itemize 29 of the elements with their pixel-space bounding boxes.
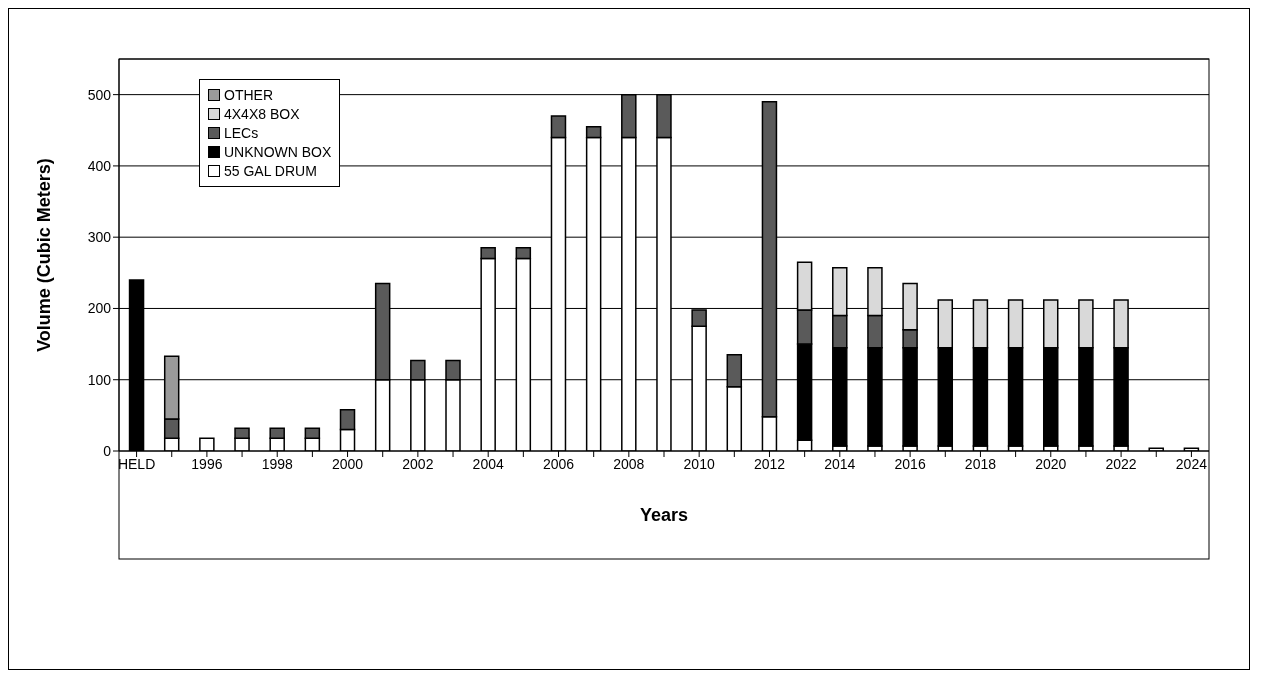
x-tick-label: 2000 bbox=[331, 455, 364, 472]
x-tick-label: 1996 bbox=[191, 455, 223, 472]
x-tick-label: 2006 bbox=[542, 455, 575, 472]
y-tick-label: 100 bbox=[87, 371, 112, 388]
x-tick-label: 1998 bbox=[261, 455, 294, 472]
x-tick-label: HELD bbox=[117, 455, 156, 472]
x-axis-title: Years bbox=[639, 505, 689, 525]
x-tick-label: 2012 bbox=[753, 455, 786, 472]
y-axis-title: Volume (Cubic Meters) bbox=[34, 158, 55, 352]
legend-label: 55 GAL DRUM bbox=[224, 163, 317, 179]
legend-label: UNKNOWN BOX bbox=[224, 144, 332, 160]
x-tick-label: 2004 bbox=[472, 455, 504, 472]
x-tick-label: 2008 bbox=[613, 455, 645, 472]
x-tick-label: 2002 bbox=[402, 455, 434, 472]
x-tick-label: 2016 bbox=[894, 455, 926, 472]
x-tick-label: 2010 bbox=[683, 455, 715, 472]
legend-label: 4X4X8 BOX bbox=[224, 106, 300, 122]
y-tick-label: 400 bbox=[87, 157, 112, 174]
x-tick-label: 2020 bbox=[1035, 455, 1067, 472]
legend-label: LECs bbox=[224, 125, 259, 141]
x-tick-label: 2022 bbox=[1105, 455, 1137, 472]
y-tick-label: 0 bbox=[103, 442, 112, 459]
y-tick-label: 500 bbox=[87, 86, 112, 103]
legend-label: OTHER bbox=[224, 87, 273, 103]
x-tick-label: 2024 bbox=[1175, 455, 1208, 472]
x-tick-label: 2014 bbox=[824, 455, 856, 472]
x-tick-label: 2018 bbox=[964, 455, 997, 472]
y-tick-label: 300 bbox=[87, 229, 112, 246]
y-tick-label: 200 bbox=[87, 300, 112, 317]
